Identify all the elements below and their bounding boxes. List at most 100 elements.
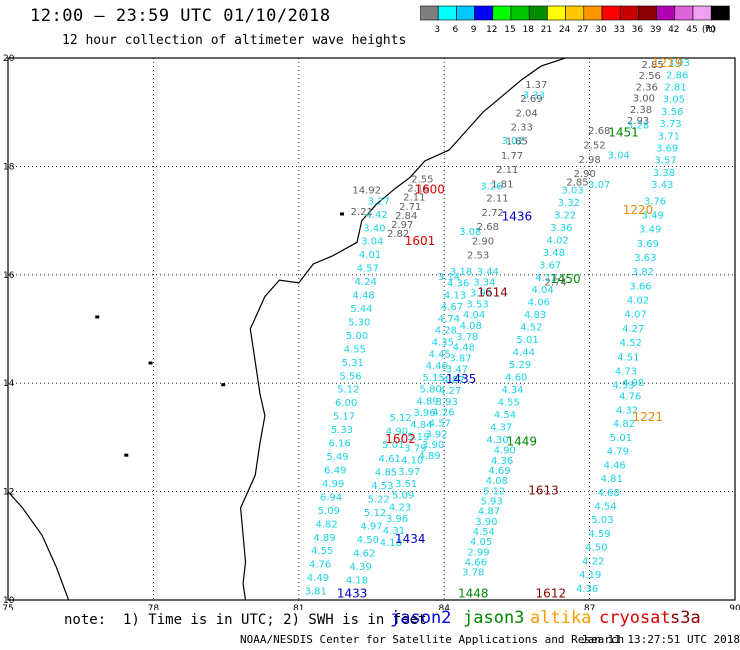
- wave-height-value: 3.49: [639, 225, 661, 236]
- wave-height-value: 3.76: [644, 196, 666, 207]
- timestamp-text: Jan 11 13:27:51 UTC 2018: [581, 633, 740, 646]
- wave-height-value: 3.51: [395, 479, 417, 490]
- wave-height-value: 3.34: [473, 278, 495, 289]
- wave-height-value: 4.36: [447, 279, 469, 290]
- coastline-east: [239, 57, 566, 601]
- wave-height-value: 4.89: [313, 533, 335, 544]
- wave-height-value: 5.33: [331, 425, 353, 436]
- wave-height-value: 6.49: [324, 465, 346, 476]
- wave-height-value: 4.31: [383, 526, 405, 537]
- lat-tick-label: 20: [3, 54, 15, 64]
- wave-height-value: 3.79: [404, 444, 426, 455]
- lon-tick-label: 75: [2, 604, 13, 610]
- satellite-legend-item: jason2: [390, 608, 452, 628]
- wave-height-value: 2.85: [566, 177, 588, 188]
- wave-height-value: 5.15: [423, 373, 445, 384]
- wave-height-value: 3.04: [608, 150, 630, 161]
- wave-height-value: 4.46: [604, 460, 626, 471]
- pass-time-label: 1433: [337, 586, 368, 600]
- wave-height-value: 2.97: [391, 220, 413, 231]
- pass-time-label: 1602: [385, 432, 416, 446]
- wave-height-value: 4.49: [307, 573, 329, 584]
- wave-height-value: 4.61: [379, 454, 401, 465]
- wave-height-value: 4.55: [311, 546, 333, 557]
- colorbar-label: 12: [486, 25, 497, 34]
- wave-height-value: 3.78: [456, 332, 478, 343]
- wave-height-value: 4.32: [616, 405, 638, 416]
- wave-height-value: 3.03: [668, 58, 690, 69]
- page-subtitle: 12 hour collection of altimeter wave hei…: [62, 33, 407, 48]
- wave-height-value: 5.49: [326, 452, 348, 463]
- wave-height-value: 2.11: [486, 194, 508, 205]
- wave-height-value: 3.53: [466, 299, 488, 310]
- wave-height-value: 1.81: [491, 179, 513, 190]
- wave-height-value: 5.29: [509, 360, 531, 371]
- pass-time-label: 1613: [528, 483, 559, 497]
- wave-height-value: 2.33: [511, 122, 533, 133]
- wave-height-value: 4.54: [494, 410, 516, 421]
- wave-height-value: 4.51: [617, 352, 639, 363]
- wave-height-value: 4.62: [353, 549, 375, 560]
- wave-height-value: 1.77: [501, 151, 523, 162]
- wave-height-value: 5.30: [348, 317, 370, 328]
- wave-height-value: 3.47: [446, 364, 468, 375]
- wave-height-value: 4.57: [357, 264, 379, 275]
- lon-tick-label: 84: [438, 604, 450, 610]
- colorbar-unit: (ft): [702, 25, 716, 34]
- wave-height-value: 2.53: [467, 251, 489, 262]
- wave-height-value: 14.92: [352, 186, 381, 197]
- colorbar-label: 36: [632, 25, 644, 34]
- wave-height-value: 4.84: [410, 420, 432, 431]
- colorbar-label: 39: [650, 25, 662, 34]
- wave-height-value: 2.52: [583, 140, 605, 151]
- wave-height-value: 5.09: [318, 506, 340, 517]
- wave-height-value: 5.56: [339, 371, 361, 382]
- wave-height-value: 3.00: [633, 94, 655, 105]
- wave-height-value: 2.16: [407, 184, 429, 195]
- wave-height-value: 3.92: [425, 429, 447, 440]
- wave-height-value: 4.18: [380, 538, 402, 549]
- wave-height-value: 5.01: [382, 440, 404, 451]
- wave-height-value: 3.57: [654, 156, 676, 167]
- wave-height-value: 6.16: [329, 439, 351, 450]
- wave-height-value: 4.10: [401, 455, 423, 466]
- wave-height-value: 3.69: [637, 239, 659, 250]
- pass-time-label: 1219: [652, 56, 683, 70]
- wave-height-value: 3.07: [588, 180, 610, 191]
- wave-height-value: 4.27: [622, 324, 644, 335]
- colorbar-label: 6: [453, 25, 459, 34]
- wave-height-value: 2.56: [639, 71, 661, 82]
- wave-height-value: 5.93: [481, 496, 503, 507]
- lon-tick-label: 81: [293, 604, 304, 610]
- wave-height-value: 3.14: [438, 272, 460, 283]
- wave-height-value: 5.44: [350, 304, 372, 315]
- wave-height-value: 4.89: [419, 451, 441, 462]
- pass-time-label: 1601: [405, 234, 436, 248]
- wave-height-value: 3.36: [550, 223, 572, 234]
- lat-tick-label: 10: [3, 596, 15, 606]
- wave-height-value: 3.90: [475, 517, 497, 528]
- wave-height-value: 4.04: [463, 310, 485, 321]
- wave-height-value: 3.03: [562, 186, 584, 197]
- wave-height-value: 4.28: [435, 326, 457, 337]
- wave-height-value: 4.79: [607, 447, 629, 458]
- pass-time-label: 1451: [608, 126, 639, 140]
- wave-height-value: 2.90: [472, 236, 494, 247]
- wave-height-value: 4.55: [344, 344, 366, 355]
- wave-height-value: 2.38: [630, 105, 652, 116]
- wave-height-value: 3.73: [659, 119, 681, 130]
- wave-height-value: 4.46: [426, 361, 448, 372]
- colorbar-label: 70: [704, 25, 716, 34]
- wave-height-value: 4.48: [352, 291, 374, 302]
- wave-height-value: 3.40: [363, 223, 385, 234]
- wave-height-value: 2.99: [467, 547, 489, 558]
- wave-height-value: 3.78: [462, 568, 484, 579]
- wave-height-value: 4.01: [359, 250, 381, 261]
- lat-tick-label: 18: [3, 162, 15, 172]
- pass-time-label: 1436: [502, 210, 533, 224]
- satellite-legend-item: s3a: [670, 608, 701, 628]
- wave-height-value: 4.35: [432, 337, 454, 348]
- land-feature: [148, 361, 153, 365]
- wave-height-value: 3.96: [386, 514, 408, 525]
